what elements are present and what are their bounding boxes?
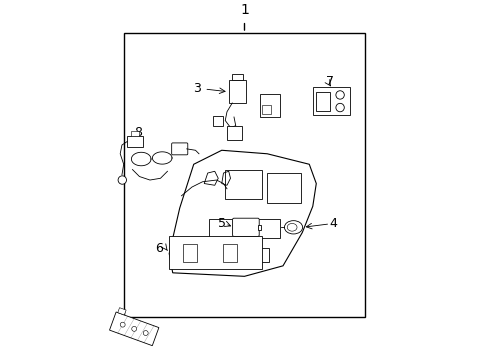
Text: 6: 6 — [155, 242, 163, 255]
Bar — [130, 131, 139, 136]
Text: 1: 1 — [240, 3, 248, 17]
Circle shape — [131, 327, 136, 331]
FancyBboxPatch shape — [228, 80, 246, 103]
Bar — [257, 225, 261, 230]
Circle shape — [335, 103, 344, 112]
FancyBboxPatch shape — [232, 218, 259, 237]
Circle shape — [335, 91, 344, 99]
Circle shape — [120, 322, 125, 327]
Bar — [225, 170, 262, 199]
Text: 8: 8 — [133, 126, 142, 139]
Bar — [226, 126, 241, 140]
Ellipse shape — [286, 224, 296, 231]
Ellipse shape — [284, 221, 302, 234]
Text: 2: 2 — [139, 331, 146, 344]
Bar — [312, 86, 349, 115]
Bar — [226, 248, 268, 262]
Bar — [262, 105, 270, 114]
Bar — [213, 116, 223, 126]
Polygon shape — [169, 150, 316, 276]
Bar — [232, 74, 242, 80]
Bar — [169, 236, 262, 269]
Text: 7: 7 — [325, 76, 334, 89]
Circle shape — [143, 330, 148, 336]
Bar — [315, 92, 329, 111]
Bar — [209, 219, 279, 238]
Polygon shape — [109, 312, 159, 346]
Circle shape — [118, 176, 126, 184]
FancyBboxPatch shape — [171, 143, 187, 155]
Bar — [260, 94, 279, 117]
Bar — [223, 244, 236, 262]
Bar — [127, 136, 142, 147]
Polygon shape — [118, 308, 126, 315]
Bar — [183, 244, 196, 262]
Text: 5: 5 — [217, 217, 225, 230]
Bar — [123, 33, 365, 316]
Text: 4: 4 — [329, 217, 337, 230]
Bar — [267, 173, 300, 203]
Text: 3: 3 — [193, 82, 201, 95]
